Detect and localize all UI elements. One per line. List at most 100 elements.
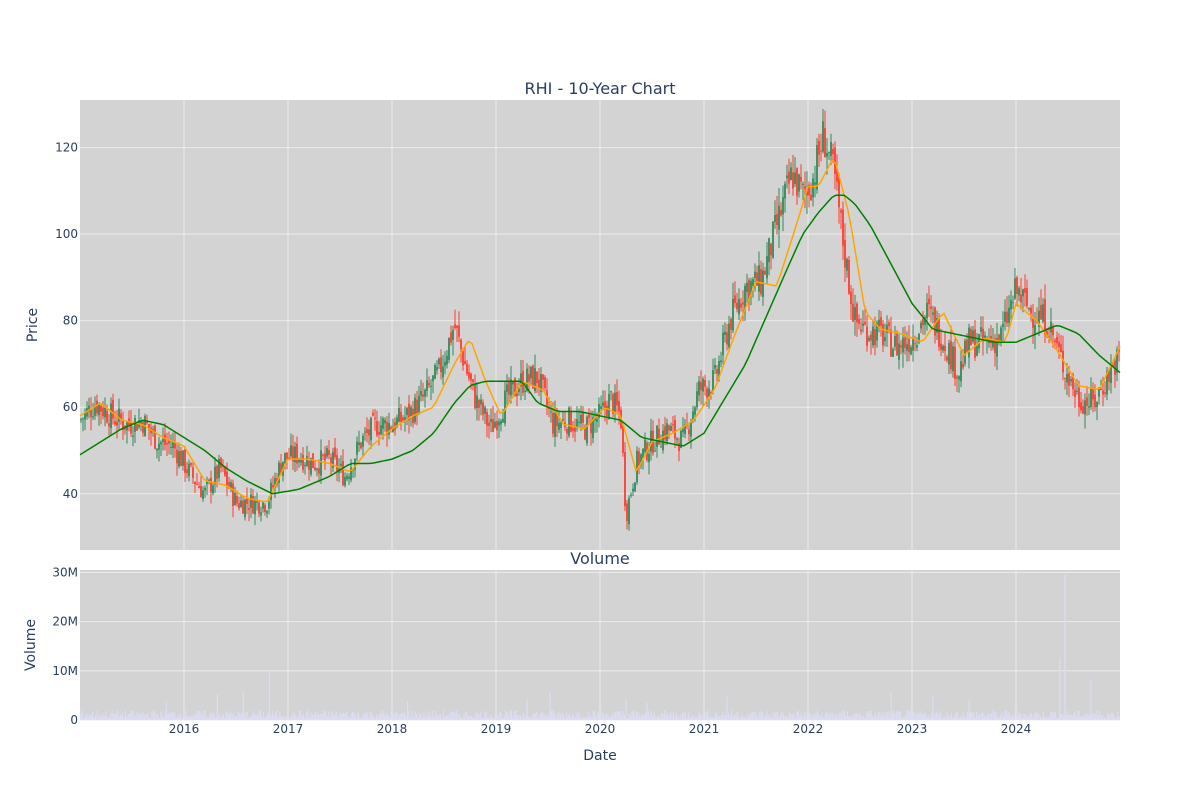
volume-bar <box>1078 710 1080 720</box>
candle-body <box>484 407 486 414</box>
candle-body <box>176 449 178 464</box>
volume-bar <box>464 711 467 720</box>
candle-body <box>846 259 848 271</box>
candle-body <box>486 412 488 426</box>
candle-body <box>440 357 442 373</box>
volume-bar <box>573 715 575 720</box>
volume-bar <box>404 712 406 720</box>
volume-bar <box>912 712 914 720</box>
candle-body <box>818 140 820 155</box>
volume-bar <box>736 711 739 720</box>
volume-bar <box>1041 716 1043 720</box>
volume-bar <box>949 716 951 720</box>
volume-bar <box>521 715 523 720</box>
volume-bars <box>80 574 1120 720</box>
candle-body <box>516 393 518 397</box>
volume-bar <box>1001 712 1003 720</box>
candle-body <box>952 346 954 372</box>
candle-body <box>346 475 348 480</box>
volume-bar <box>356 713 358 720</box>
volume-bar <box>1111 712 1113 720</box>
volume-bar <box>1038 714 1040 720</box>
volume-bar <box>1097 714 1100 720</box>
volume-bar <box>149 717 152 720</box>
volume-bar <box>1069 714 1071 720</box>
volume-bar <box>429 711 431 720</box>
candle-body <box>638 451 640 467</box>
volume-bar <box>845 715 847 720</box>
volume-bar <box>1023 713 1025 720</box>
candle-body <box>430 385 432 387</box>
volume-bar <box>757 716 759 720</box>
candle-body <box>948 343 950 365</box>
candle-body <box>838 175 840 208</box>
volume-bar <box>950 713 952 720</box>
volume-bar <box>109 714 112 720</box>
candle-body <box>172 442 174 449</box>
candle-body <box>360 442 362 449</box>
candle-body <box>438 358 440 365</box>
candle-body <box>878 319 880 328</box>
volume-bar <box>863 715 865 720</box>
volume-bar <box>915 714 917 720</box>
volume-bar <box>472 716 474 720</box>
candle-body <box>734 295 736 304</box>
volume-bar <box>1013 715 1015 720</box>
volume-bar <box>286 715 288 720</box>
volume-bar <box>298 710 300 720</box>
volume-bar <box>513 710 516 720</box>
volume-bar <box>1068 715 1070 720</box>
candle-body <box>498 421 500 426</box>
volume-bar <box>620 714 623 720</box>
volume-bar <box>484 711 486 720</box>
candle-body <box>820 150 822 152</box>
candle-body <box>1116 349 1118 373</box>
candle-body <box>366 429 368 433</box>
candle-body <box>158 443 160 450</box>
volume-bar <box>421 716 424 720</box>
candle-body <box>814 182 816 185</box>
volume-bar <box>805 714 807 720</box>
candle-body <box>458 325 460 337</box>
volume-bar <box>1032 716 1034 720</box>
candle-body <box>500 420 502 425</box>
candle-body <box>956 376 958 379</box>
volume-bar <box>256 714 259 720</box>
candle-body <box>248 508 250 510</box>
candle-body <box>1034 325 1036 334</box>
volume-bar <box>603 713 605 720</box>
volume-bar <box>568 713 571 720</box>
candle-body <box>682 429 684 433</box>
volume-bar <box>142 712 144 720</box>
candle-body <box>716 369 718 374</box>
candle-body <box>936 318 938 333</box>
candle-body <box>392 426 394 433</box>
volume-bar <box>141 713 143 720</box>
volume-bar <box>402 712 404 720</box>
volume-bar <box>659 717 661 720</box>
volume-bar <box>996 716 999 720</box>
candle-body <box>210 477 212 493</box>
volume-bar <box>940 711 942 720</box>
volume-bar <box>497 715 499 720</box>
candle-body <box>542 374 544 380</box>
volume-spike-bar <box>407 701 409 720</box>
volume-bar <box>516 714 519 720</box>
volume-bar <box>1077 710 1079 720</box>
candle-body <box>530 366 532 379</box>
candle-body <box>942 345 944 351</box>
volume-bar <box>525 714 528 720</box>
volume-bar <box>1094 714 1097 720</box>
volume-bar <box>1016 716 1018 720</box>
candle-body <box>1048 336 1050 338</box>
volume-bar <box>594 710 596 720</box>
volume-bar <box>653 712 655 720</box>
candle-body <box>550 411 552 413</box>
volume-bar <box>989 713 991 720</box>
candle-body <box>760 269 762 295</box>
volume-bar <box>295 717 297 720</box>
volume-bar <box>505 710 507 720</box>
candle-body <box>432 375 434 382</box>
volume-bar <box>866 710 868 720</box>
